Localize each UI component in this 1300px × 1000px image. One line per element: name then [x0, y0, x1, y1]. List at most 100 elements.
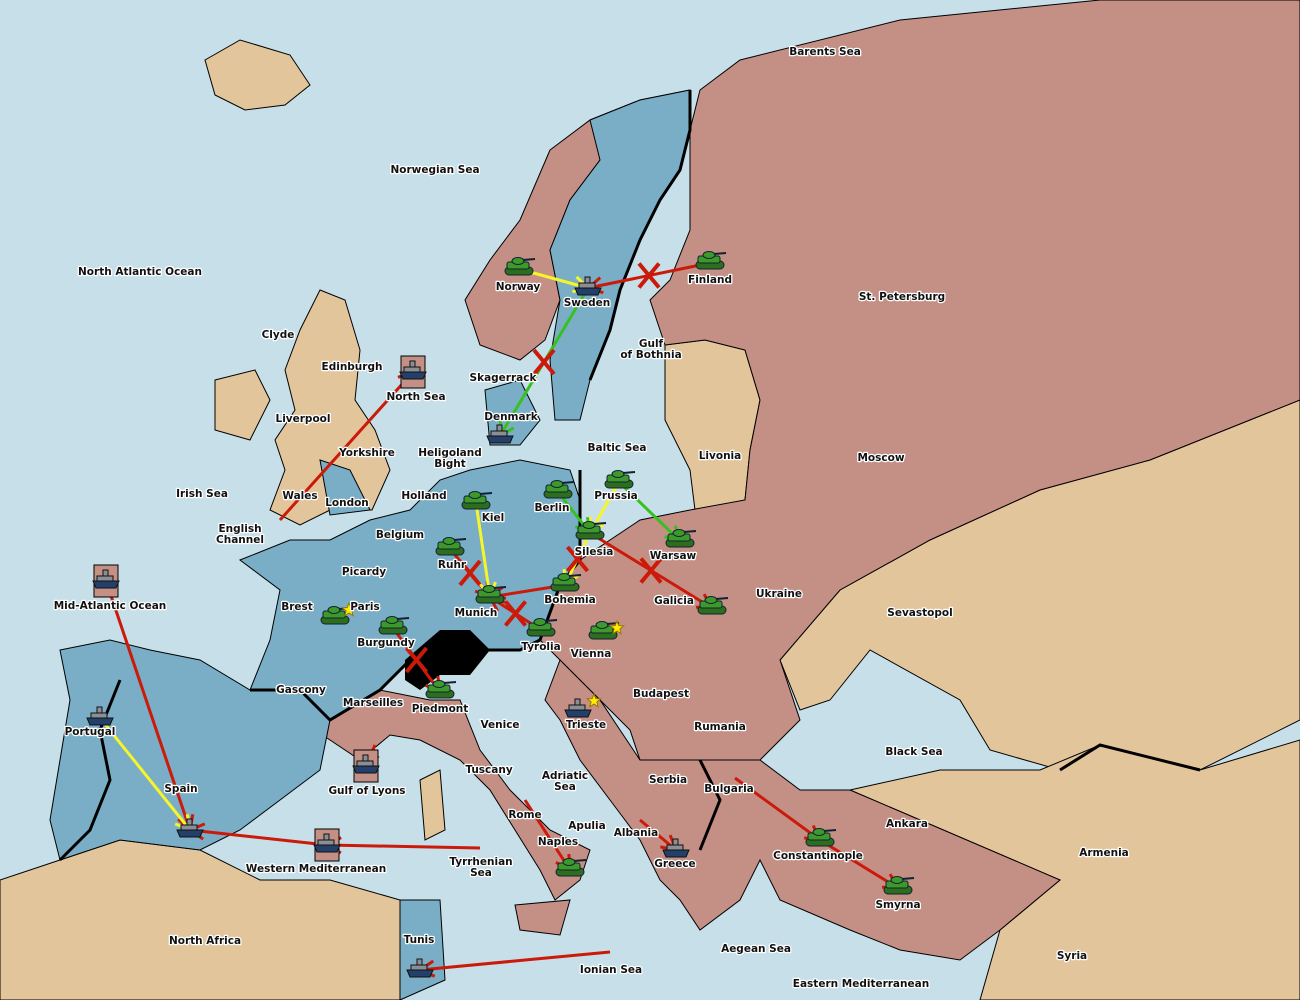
territory-label[interactable]: Heligoland Bight — [417, 446, 483, 472]
territory-label[interactable]: Edinburgh — [320, 360, 383, 375]
ship-icon[interactable] — [399, 355, 427, 389]
territory-label[interactable]: Venice — [479, 718, 521, 733]
territory-label[interactable]: Holland — [400, 489, 448, 504]
territory-label[interactable]: Finland — [687, 273, 733, 288]
territory-label[interactable]: Bohemia — [543, 593, 597, 608]
territory-label[interactable]: Albania — [613, 826, 660, 841]
territory-label[interactable]: Berlin — [533, 501, 570, 516]
territory-label[interactable]: Livonia — [697, 449, 742, 464]
ship-icon[interactable] — [662, 838, 690, 858]
tank-icon[interactable] — [526, 618, 558, 637]
territory-label[interactable]: Trieste — [565, 718, 608, 733]
territory-label[interactable]: Baltic Sea — [586, 441, 647, 456]
territory-label[interactable]: Rumania — [693, 720, 747, 735]
territory-label[interactable]: Prussia — [593, 489, 639, 504]
tank-icon[interactable] — [697, 596, 729, 615]
tank-icon[interactable] — [435, 537, 467, 556]
territory-label[interactable]: Kiel — [481, 511, 506, 526]
territory-label[interactable]: Warsaw — [648, 549, 697, 564]
territory-label[interactable]: Sevastopol — [886, 606, 954, 621]
tank-icon[interactable] — [555, 858, 587, 877]
territory-label[interactable]: Wales — [281, 489, 319, 504]
territory-label[interactable]: Munich — [453, 606, 498, 621]
tank-icon[interactable] — [575, 521, 607, 540]
territory-label[interactable]: Budapest — [632, 687, 691, 702]
territory-label[interactable]: Ionian Sea — [579, 963, 644, 978]
territory-label[interactable]: Ruhr — [437, 558, 469, 573]
territory-label[interactable]: Liverpool — [274, 412, 331, 427]
tank-icon[interactable] — [320, 606, 352, 625]
territory-label[interactable]: Ukraine — [755, 587, 803, 602]
tank-icon[interactable] — [665, 529, 697, 548]
ship-icon[interactable] — [406, 958, 434, 978]
ship-icon[interactable] — [574, 276, 602, 296]
territory-label[interactable]: Aegean Sea — [720, 942, 792, 957]
territory-label[interactable]: English Channel — [215, 522, 265, 548]
territory-label[interactable]: Constantinople — [772, 849, 864, 864]
territory-label[interactable]: Ankara — [885, 817, 929, 832]
territory-label[interactable]: Gulf of Bothnia — [619, 337, 683, 363]
territory-label[interactable]: North Atlantic Ocean — [77, 265, 203, 280]
tank-icon[interactable] — [504, 257, 536, 276]
tank-icon[interactable] — [475, 585, 507, 604]
tank-icon[interactable] — [543, 480, 575, 499]
territory-label[interactable]: Portugal — [63, 725, 116, 740]
territory-label[interactable]: Adriatic Sea — [541, 769, 590, 795]
territory-label[interactable]: Clyde — [260, 328, 295, 343]
tank-icon[interactable] — [461, 491, 493, 510]
territory-label[interactable]: Skagerrack — [468, 371, 538, 386]
territory-label[interactable]: Eastern Mediterranean — [792, 977, 931, 992]
territory-label[interactable]: Silesia — [573, 545, 614, 560]
territory-label[interactable]: Armenia — [1078, 846, 1130, 861]
territory-label[interactable]: Belgium — [375, 528, 426, 543]
territory-label[interactable]: Syria — [1056, 949, 1089, 964]
territory-label[interactable]: Tyrrhenian Sea — [448, 855, 514, 881]
ship-icon[interactable] — [92, 564, 120, 598]
territory-label[interactable]: Smyrna — [874, 898, 922, 913]
territory-label[interactable]: Burgundy — [356, 636, 416, 651]
territory-label[interactable]: London — [324, 496, 370, 511]
ship-icon[interactable] — [564, 698, 592, 718]
territory-label[interactable]: Tunis — [402, 933, 435, 948]
territory-label[interactable]: Vienna — [569, 647, 612, 662]
territory-label[interactable]: Barents Sea — [788, 45, 862, 60]
territory-label[interactable]: Gulf of Lyons — [327, 784, 407, 799]
territory-label[interactable]: St. Petersburg — [858, 290, 947, 305]
ship-icon[interactable] — [313, 828, 341, 862]
territory-label[interactable]: Denmark — [483, 410, 540, 425]
territory-label[interactable]: Marseilles — [342, 696, 405, 711]
territory-label[interactable]: Serbia — [648, 773, 689, 788]
territory-label[interactable]: North Sea — [385, 390, 447, 405]
territory-label[interactable]: Naples — [537, 835, 580, 850]
territory-label[interactable]: Apulia — [567, 819, 607, 834]
territory-label[interactable]: Black Sea — [884, 745, 944, 760]
territory-label[interactable]: Irish Sea — [175, 487, 229, 502]
territory-label[interactable]: Tyrolia — [520, 640, 562, 655]
territory-label[interactable]: Greece — [653, 857, 697, 872]
territory-label[interactable]: North Africa — [168, 934, 243, 949]
territory-label[interactable]: Bulgaria — [703, 782, 755, 797]
territory-label[interactable]: Sweden — [563, 296, 612, 311]
territory-label[interactable]: Gascony — [275, 683, 327, 698]
territory-label[interactable]: Mid-Atlantic Ocean — [52, 599, 167, 614]
tank-icon[interactable] — [550, 573, 582, 592]
territory-label[interactable]: Norwegian Sea — [389, 163, 481, 178]
territory-label[interactable]: Paris — [349, 600, 381, 615]
ship-icon[interactable] — [352, 749, 380, 783]
ship-icon[interactable] — [86, 706, 114, 726]
tank-icon[interactable] — [425, 680, 457, 699]
territory-label[interactable]: Norway — [495, 280, 542, 295]
territory-label[interactable]: Tuscany — [464, 763, 514, 778]
ship-icon[interactable] — [176, 818, 204, 838]
territory-label[interactable]: Picardy — [341, 565, 388, 580]
tank-icon[interactable] — [378, 616, 410, 635]
ship-icon[interactable] — [486, 424, 514, 444]
tank-icon[interactable] — [805, 828, 837, 847]
territory-label[interactable]: Moscow — [856, 451, 906, 466]
tank-icon[interactable] — [695, 251, 727, 270]
territory-label[interactable]: Galicia — [653, 594, 695, 609]
territory-label[interactable]: Brest — [280, 600, 314, 615]
tank-icon[interactable] — [604, 470, 636, 489]
territory-label[interactable]: Rome — [507, 808, 543, 823]
territory-label[interactable]: Spain — [163, 782, 199, 797]
